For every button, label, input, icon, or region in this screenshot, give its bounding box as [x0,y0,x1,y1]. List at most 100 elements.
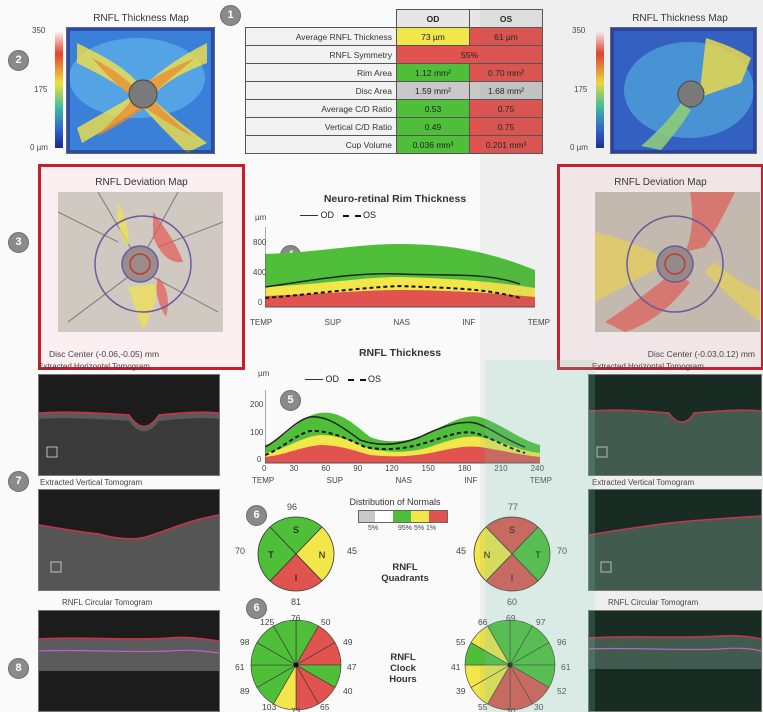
quadrants-label: RNFL Quadrants [381,562,429,584]
rnfl-chart-title: RNFL Thickness [358,347,442,359]
left-color-scale [55,30,63,148]
row-rim-area: Rim Area 1.12 mm² 0.70 mm² [245,63,543,82]
dist-swatch-white [375,511,393,522]
os-quad-s-value: 77 [508,502,519,512]
right-color-scale [596,30,604,148]
right-vertical-tomogram-image [589,490,761,590]
od-clock-1: 125 [260,617,275,627]
row-average-rnfl: Average RNFL Thickness 73 µm 61 µm [245,27,543,46]
left-thickness-map-title: RNFL Thickness Map [93,13,189,24]
row-vertical-cd: Vertical C/D Ratio 0.49 0.75 [245,117,543,136]
os-clock-9: 55 [478,702,488,712]
od-clock-8: 73 [291,706,301,712]
od-clock-11: 61 [235,662,245,672]
summary-header-row: OD OS [246,9,543,28]
right-deviation-panel: RNFL Deviation Map Disc Center (-0.03,0.… [557,164,763,370]
legend-os-line [347,378,366,381]
rnfl-unit: µm [258,369,270,378]
rnfl-xtick: SUP [326,476,344,485]
od-quad-n-value: 45 [347,546,358,556]
os-clock-4: 96 [557,637,567,647]
value-os: 0.201 mm³ [469,135,543,154]
od-clock-9: 103 [262,702,277,712]
od-quadrant-chart: S N I T [257,516,335,592]
header-od: OD [396,9,470,28]
left-vertical-tomogram [38,489,220,591]
rim-xtick: TEMP [250,318,273,327]
row-average-cd: Average C/D Ratio 0.53 0.75 [245,99,543,118]
od-quad-t [257,526,297,582]
value-os: 0.75 [469,99,543,118]
value-os: 1.68 mm² [469,81,543,100]
os-quad-n-value: 45 [456,546,467,556]
os-clock-6: 52 [557,686,567,696]
left-vertical-tomogram-title: Extracted Vertical Tomogram [40,478,143,487]
header-os: OS [469,9,543,28]
legend-os-label: OS [363,210,377,220]
value-os: 61 µm [469,27,543,46]
rim-xticks: TEMP SUP NAS INF TEMP [250,318,550,327]
rim-ytick-0: 0 [258,298,263,307]
rim-ytick-400: 400 [253,268,267,277]
od-letter-i: I [295,573,298,583]
od-quad-t-value: 70 [235,546,246,556]
od-quad-s [269,516,323,555]
right-circular-tomogram-image [589,611,761,711]
row-label: Vertical C/D Ratio [245,117,397,136]
os-letter-n: N [484,550,491,560]
od-clock-3: 50 [321,617,331,627]
badge-3: 3 [8,232,29,253]
right-vertical-tomogram [588,489,762,591]
legend-od-label: OD [325,374,340,384]
rnfl-chart [265,390,540,464]
left-thickness-map [66,27,215,154]
os-clock-12: 55 [456,637,466,647]
rnfl-xticks: TEMP SUP NAS INF TEMP [252,476,552,485]
rnfl-xtick: 90 [353,464,363,473]
rnfl-xtick: 150 [421,464,435,473]
od-clock-12: 98 [240,637,250,647]
od-quad-i-value: 81 [291,597,302,607]
left-circular-tomogram-image [39,611,219,711]
od-clock-5: 47 [347,662,357,672]
left-horizontal-tomogram-title: Extracted Horizontal Tomogram [38,362,150,371]
right-thickness-map-title: RNFL Thickness Map [632,13,728,24]
os-clock-3: 97 [536,617,546,627]
rim-xtick: SUP [324,318,342,327]
clock-label-line3: Hours [389,674,417,685]
dist-swatch-yellow [411,511,429,522]
legend-od-line [305,379,323,381]
left-thickness-map-image [67,28,214,153]
right-scale-mid: 175 [574,85,588,94]
right-thickness-map [610,27,757,154]
rnfl-ytick-200: 200 [250,400,264,409]
left-deviation-panel: RNFL Deviation Map Disc Center (-0.06,-0… [38,164,245,370]
legend-od-label: OD [320,210,335,220]
od-letter-n: N [319,550,326,560]
value-merged: 55% [396,45,543,64]
od-clock-4: 49 [343,637,353,647]
row-label: Average C/D Ratio [245,99,397,118]
os-quad-i-value: 60 [507,597,518,607]
rnfl-chart-legend: OD OS [305,374,381,384]
value-od: 1.12 mm² [396,63,470,82]
row-label: RNFL Symmetry [245,45,397,64]
badge-8: 8 [8,658,29,679]
rnfl-ytick-100: 100 [250,428,264,437]
rim-os-line [265,284,521,299]
right-scale-top: 350 [572,26,586,35]
os-letter-s: S [509,525,515,535]
od-letter-s: S [293,525,299,535]
badge-6-quadrants: 6 [246,505,267,526]
right-disc-center: Disc Center (-0.03,0.12) mm [647,349,755,359]
dist-swatch-gray [359,511,375,522]
legend-os-line [342,214,361,217]
os-quad-t [511,526,551,582]
rnfl-xtick: 240 [530,464,544,473]
clock-label: RNFL Clock Hours [378,652,428,685]
od-quad-n [295,526,335,582]
rnfl-abnormal-band [265,445,540,463]
legend-od-line [300,215,318,217]
rim-xtick: INF [462,318,476,327]
